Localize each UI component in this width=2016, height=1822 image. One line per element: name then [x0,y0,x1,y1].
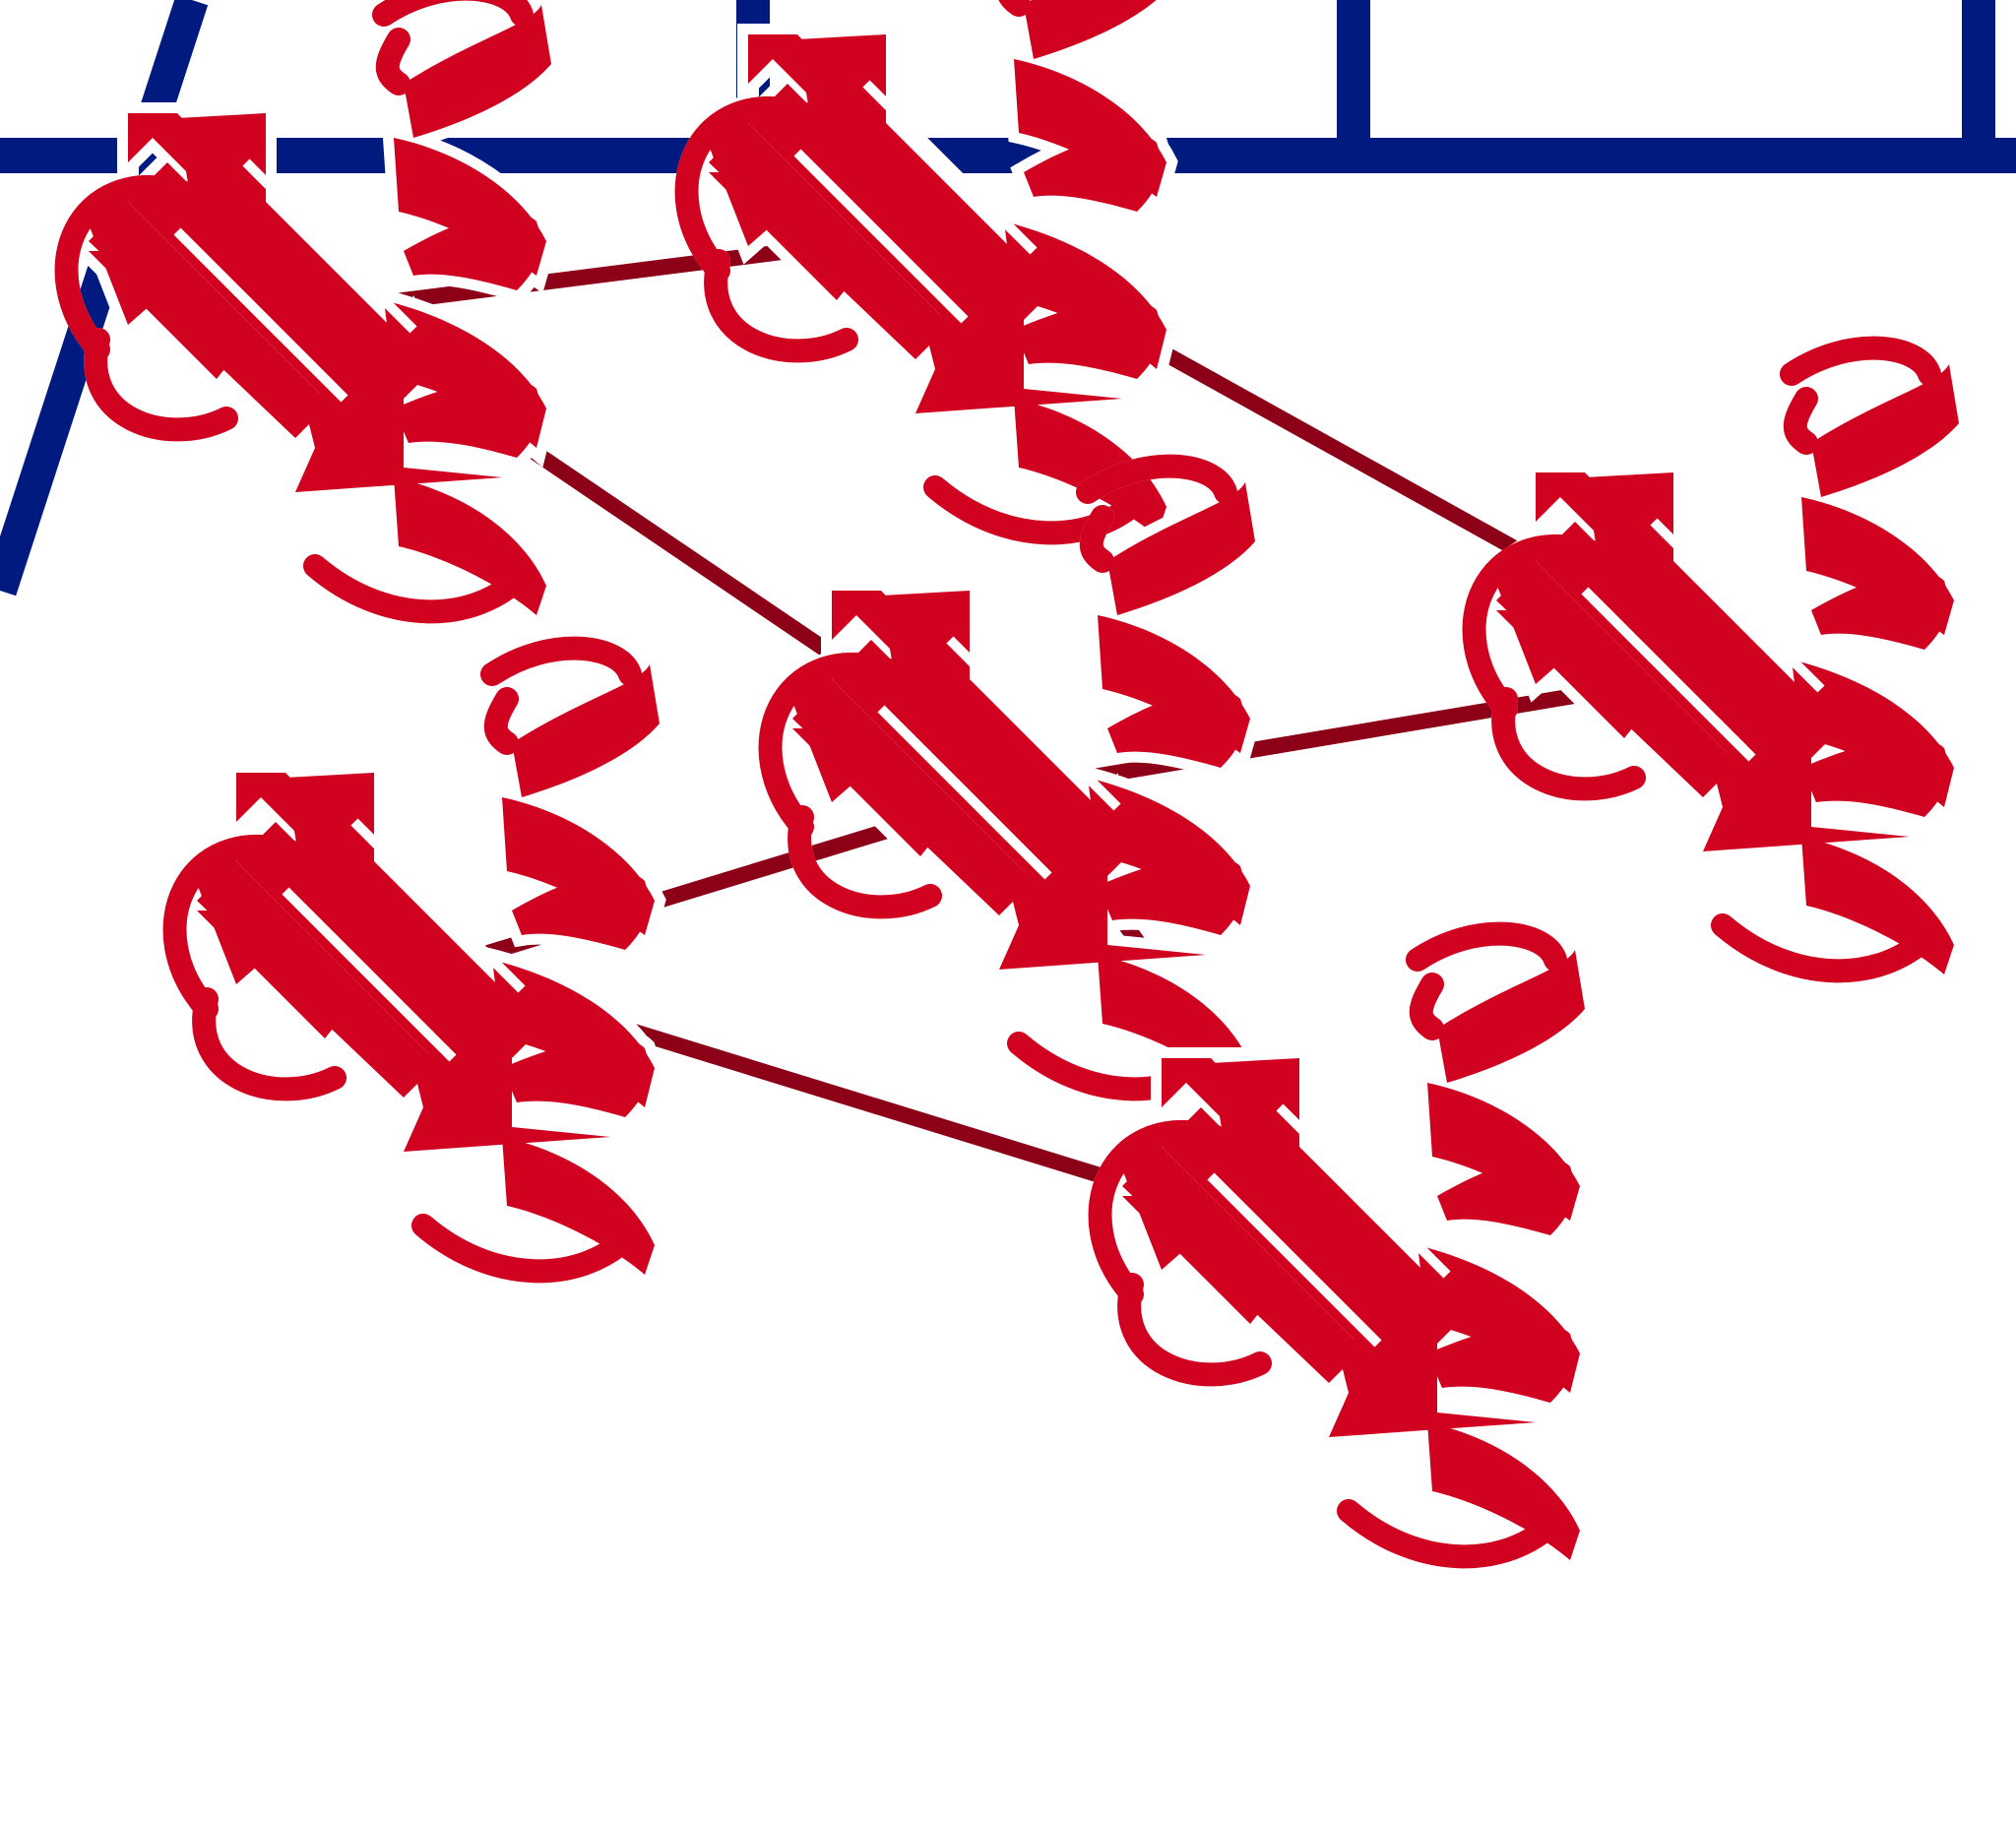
protein-node-b [687,0,1171,536]
protein-node-d [771,467,1255,1093]
protein-node-c [1475,348,1959,974]
protein-ribbon-icon [67,0,551,615]
protein-nodes [67,0,1959,1560]
frame-line [0,0,209,597]
protein-node-a [67,0,551,615]
protein-ribbon-icon [175,649,660,1275]
protein-ribbon-icon [771,467,1255,1093]
protein-ribbon-icon [1475,348,1959,974]
protein-node-e [175,649,660,1275]
